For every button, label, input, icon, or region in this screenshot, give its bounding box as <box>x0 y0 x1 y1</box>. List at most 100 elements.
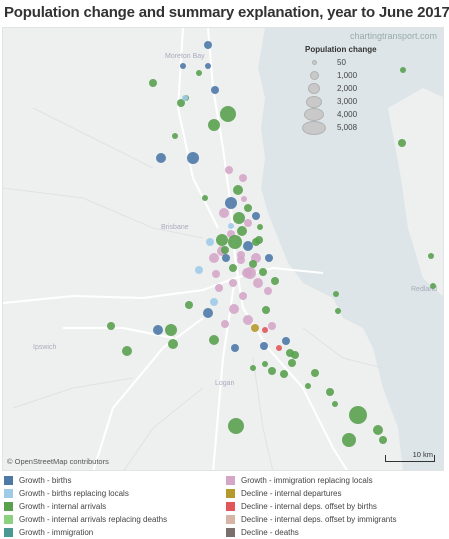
population-bubble[interactable] <box>180 63 186 69</box>
population-bubble[interactable] <box>225 166 233 174</box>
population-bubble[interactable] <box>239 174 247 182</box>
population-bubble[interactable] <box>209 335 219 345</box>
population-bubble[interactable] <box>262 327 268 333</box>
legend-item[interactable]: Growth - immigration replacing locals <box>226 474 396 487</box>
population-bubble[interactable] <box>149 79 157 87</box>
population-bubble[interactable] <box>379 436 387 444</box>
population-bubble[interactable] <box>286 349 294 357</box>
population-bubble[interactable] <box>430 283 436 289</box>
population-bubble[interactable] <box>252 212 260 220</box>
population-bubble[interactable] <box>276 345 282 351</box>
population-bubble[interactable] <box>326 388 334 396</box>
population-bubble[interactable] <box>311 369 319 377</box>
population-bubble[interactable] <box>268 322 276 330</box>
population-bubble[interactable] <box>271 277 279 285</box>
population-bubble[interactable] <box>231 344 239 352</box>
population-bubble[interactable] <box>265 254 273 262</box>
population-bubble[interactable] <box>250 365 256 371</box>
population-bubble[interactable] <box>208 119 220 131</box>
population-bubble[interactable] <box>229 279 237 287</box>
population-bubble[interactable] <box>168 339 178 349</box>
population-bubble[interactable] <box>228 223 234 229</box>
population-bubble[interactable] <box>237 226 247 236</box>
legend-item[interactable]: Growth - births <box>4 474 167 487</box>
population-bubble[interactable] <box>209 253 219 263</box>
population-bubble[interactable] <box>239 292 247 300</box>
population-bubble[interactable] <box>305 383 311 389</box>
population-bubble[interactable] <box>233 212 245 224</box>
population-bubble[interactable] <box>165 324 177 336</box>
population-bubble[interactable] <box>262 361 268 367</box>
population-bubble[interactable] <box>243 315 253 325</box>
population-bubble[interactable] <box>255 236 263 244</box>
population-bubble[interactable] <box>122 346 132 356</box>
legend-item[interactable]: Decline - deaths <box>226 526 396 539</box>
population-bubble[interactable] <box>332 401 338 407</box>
population-bubble[interactable] <box>187 152 199 164</box>
population-bubble[interactable] <box>264 287 272 295</box>
population-bubble[interactable] <box>215 284 223 292</box>
population-bubble[interactable] <box>212 270 220 278</box>
population-bubble[interactable] <box>291 351 299 359</box>
population-bubble[interactable] <box>182 95 188 101</box>
population-bubble[interactable] <box>237 256 245 264</box>
legend-item[interactable]: Decline - internal deps. offset by immig… <box>226 513 396 526</box>
population-bubble[interactable] <box>282 337 290 345</box>
population-bubble[interactable] <box>172 133 178 139</box>
population-bubble[interactable] <box>220 106 236 122</box>
population-bubble[interactable] <box>262 306 270 314</box>
population-bubble[interactable] <box>225 197 237 209</box>
population-bubble[interactable] <box>398 139 406 147</box>
population-bubble[interactable] <box>280 370 288 378</box>
population-bubble[interactable] <box>229 304 239 314</box>
population-bubble[interactable] <box>196 70 202 76</box>
map-canvas[interactable]: chartingtransport.com Brisbane Ipswich L… <box>2 27 444 471</box>
population-bubble[interactable] <box>107 322 115 330</box>
map-attribution[interactable]: © OpenStreetMap contributors <box>7 457 109 466</box>
legend-item[interactable]: Growth - births replacing locals <box>4 487 167 500</box>
population-bubble[interactable] <box>229 264 237 272</box>
population-bubble[interactable] <box>227 230 235 238</box>
population-bubble[interactable] <box>400 67 406 73</box>
legend-item[interactable]: Growth - internal arrivals <box>4 500 167 513</box>
population-bubble[interactable] <box>251 253 261 263</box>
population-bubble[interactable] <box>210 298 218 306</box>
population-bubble[interactable] <box>177 99 185 107</box>
population-bubble[interactable] <box>260 342 268 350</box>
population-bubble[interactable] <box>221 246 229 254</box>
population-bubble[interactable] <box>185 301 193 309</box>
population-bubble[interactable] <box>244 219 252 227</box>
population-bubble[interactable] <box>349 406 367 424</box>
population-bubble[interactable] <box>257 224 263 230</box>
population-bubble[interactable] <box>219 208 229 218</box>
population-bubble[interactable] <box>202 195 208 201</box>
population-bubble[interactable] <box>221 320 229 328</box>
population-bubble[interactable] <box>333 291 339 297</box>
population-bubble[interactable] <box>205 63 211 69</box>
population-bubble[interactable] <box>203 308 213 318</box>
population-bubble[interactable] <box>228 418 244 434</box>
population-bubble[interactable] <box>216 234 228 246</box>
population-bubble[interactable] <box>156 153 166 163</box>
population-bubble[interactable] <box>428 253 434 259</box>
population-bubble[interactable] <box>335 308 341 314</box>
population-bubble[interactable] <box>222 254 230 262</box>
legend-item[interactable]: Decline - internal departures <box>226 487 396 500</box>
population-bubble[interactable] <box>249 260 257 268</box>
population-bubble[interactable] <box>268 367 276 375</box>
population-bubble[interactable] <box>204 41 212 49</box>
population-bubble[interactable] <box>233 185 243 195</box>
population-bubble[interactable] <box>237 251 245 259</box>
population-bubble[interactable] <box>243 241 253 251</box>
population-bubble[interactable] <box>251 324 259 332</box>
population-bubble[interactable] <box>228 235 242 249</box>
population-bubble[interactable] <box>253 278 263 288</box>
legend-item[interactable]: Decline - internal deps. offset by birth… <box>226 500 396 513</box>
population-bubble[interactable] <box>373 425 383 435</box>
population-bubble[interactable] <box>153 325 163 335</box>
population-bubble[interactable] <box>288 359 296 367</box>
population-bubble[interactable] <box>244 204 252 212</box>
legend-item[interactable]: Growth - immigration <box>4 526 167 539</box>
population-bubble[interactable] <box>211 86 219 94</box>
population-bubble[interactable] <box>195 266 203 274</box>
